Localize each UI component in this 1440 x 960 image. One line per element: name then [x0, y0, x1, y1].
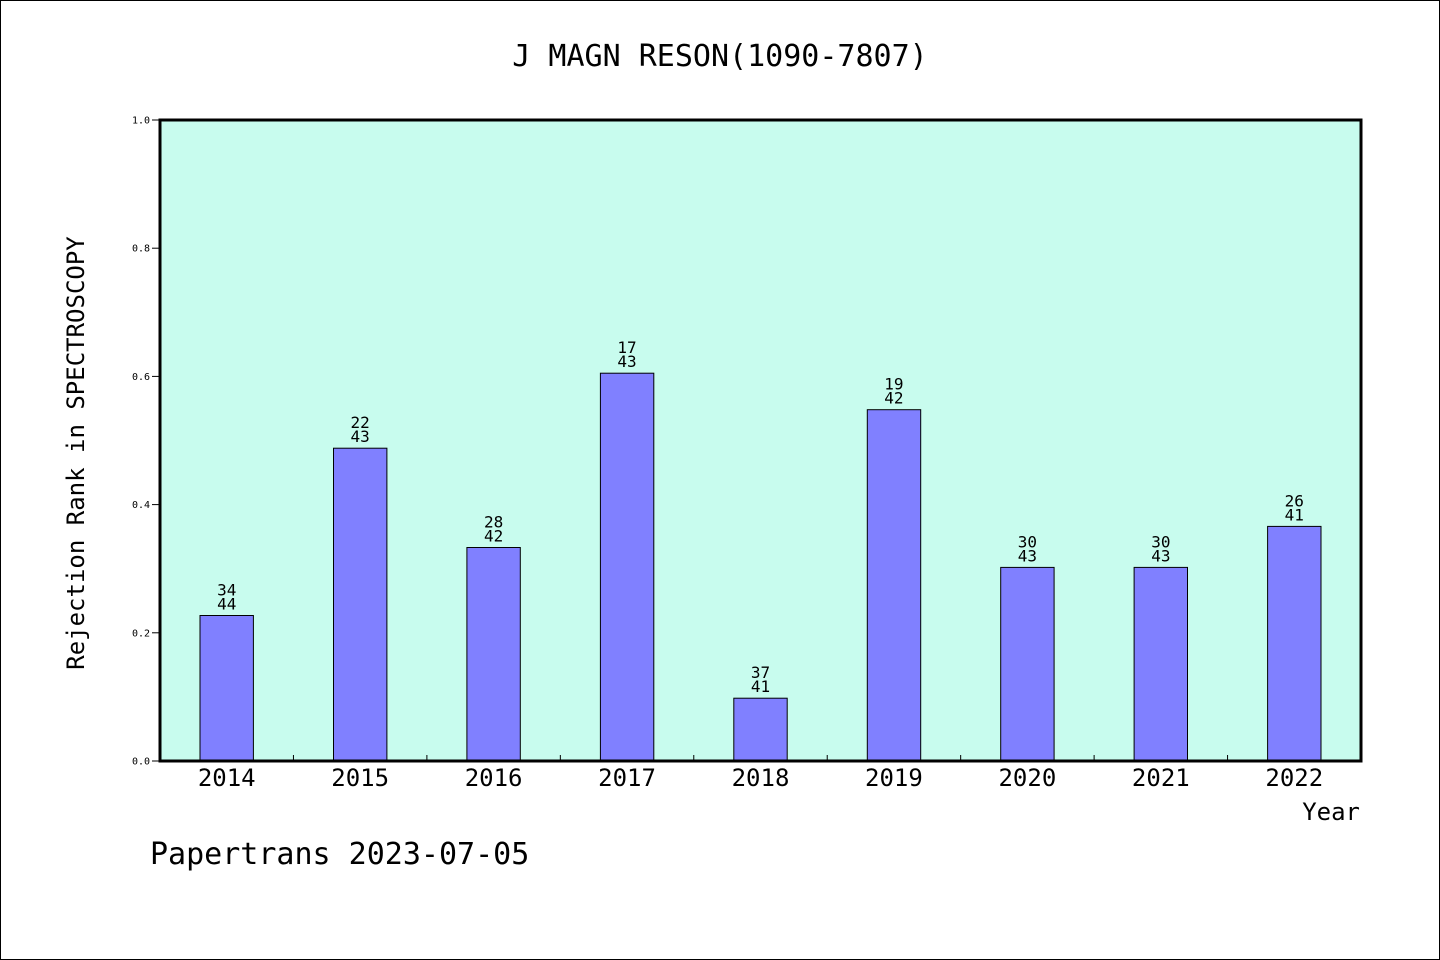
bar-label-top-2014: 34 [217, 581, 236, 600]
bar-label-top-2016: 28 [484, 513, 503, 532]
bar-label-bottom-2021: 43 [1151, 546, 1170, 565]
bar-label-top-2017: 17 [617, 338, 636, 357]
y-tick-label: 0.6 [132, 372, 150, 383]
bar-label-top-2020: 30 [1018, 532, 1037, 551]
bar-2017 [599, 372, 655, 762]
bar-label-bottom-2015: 43 [351, 427, 370, 446]
x-tick-label-2021: 2021 [1132, 764, 1190, 792]
plot-border [158, 118, 1363, 763]
bar-label-top-2019: 19 [884, 375, 903, 394]
x-tick-label-2022: 2022 [1265, 764, 1323, 792]
chart-title: J MAGN RESON(1090-7807) [512, 39, 927, 74]
bar-label-top-2021: 30 [1151, 532, 1170, 551]
bar-label-top-2022: 26 [1285, 491, 1304, 510]
x-axis-label: Year [1302, 798, 1360, 826]
y-tick-label: 0.8 [132, 244, 150, 255]
x-tick-label-2018: 2018 [732, 764, 790, 792]
bar-2018 [733, 697, 788, 762]
bar-2020 [1000, 566, 1055, 762]
bar-2015 [333, 447, 388, 762]
bar-label-top-2018: 37 [751, 663, 770, 682]
y-tick-label: 1.0 [132, 116, 150, 127]
x-tick-label-2014: 2014 [198, 764, 256, 792]
y-tick-label: 0.4 [132, 500, 150, 511]
bar-2014 [199, 615, 254, 762]
bar-label-bottom-2018: 41 [751, 677, 770, 696]
x-tick-label-2016: 2016 [465, 764, 523, 792]
bar-label-bottom-2016: 42 [484, 527, 503, 546]
bar-label-bottom-2017: 43 [617, 352, 636, 371]
x-tick-label-2017: 2017 [598, 764, 656, 792]
bars-group [199, 372, 1322, 762]
x-axis-ticks: 2014 2015 2016 2017 2018 2019 2020 2021 2022 [198, 755, 1323, 792]
x-tick-label-2015: 2015 [331, 764, 389, 792]
y-tick-label: 0.0 [132, 757, 150, 768]
bar-label-bottom-2020: 43 [1018, 546, 1037, 565]
bar-label-bottom-2022: 41 [1285, 505, 1304, 524]
bar-label-bottom-2014: 44 [217, 595, 236, 614]
bar-label-bottom-2019: 42 [884, 389, 903, 408]
x-tick-label-2020: 2020 [998, 764, 1056, 792]
bar-2021 [1133, 566, 1188, 762]
y-axis-label: Rejection Rank in SPECTROSCOPY [62, 236, 90, 670]
bar-2022 [1267, 525, 1322, 762]
y-axis-ticks: 0.0 0.2 0.4 0.6 0.8 1.0 [132, 116, 160, 768]
bar-2019 [866, 409, 922, 762]
x-tick-label-2019: 2019 [865, 764, 923, 792]
y-tick-label: 0.2 [132, 628, 150, 639]
footer-credit: Papertrans 2023-07-05 [150, 837, 529, 872]
bar-label-top-2015: 22 [351, 413, 370, 432]
bar-2016 [466, 547, 521, 762]
